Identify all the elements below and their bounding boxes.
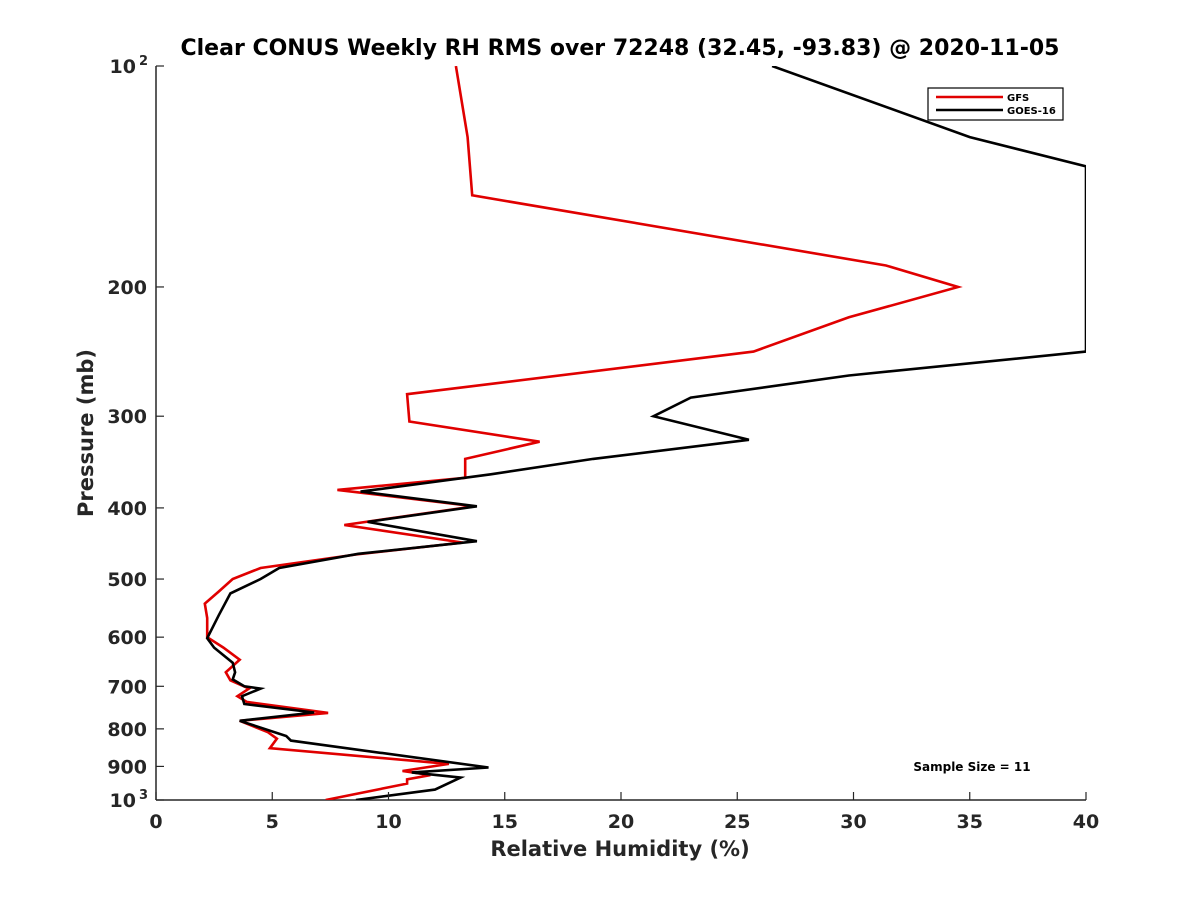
legend-label-gfs: GFS [1007,93,1029,104]
x-tick-label: 30 [840,811,866,833]
y-axis-title: Pressure (mb) [74,349,98,517]
x-tick-label: 35 [957,811,983,833]
y-tick-label: 10 [110,56,136,78]
y-tick-exponent: 2 [139,54,148,69]
x-tick-label: 40 [1073,811,1099,833]
x-tick-label: 5 [266,811,279,833]
series-line-goes16 [205,66,1086,800]
y-tick-label: 700 [107,676,147,698]
sample-size-annotation: Sample Size = 11 [913,760,1030,774]
y-tick-label: 200 [107,277,147,299]
series-line-gfs [203,66,963,800]
y-tick-label: 900 [107,756,147,778]
x-tick-label: 15 [492,811,518,833]
y-tick-label: 800 [107,719,147,741]
y-tick-label: 10 [110,790,136,812]
plot-frame [155,66,1086,801]
legend-label-goes16: GOES-16 [1007,106,1056,117]
y-tick-label: 300 [107,406,147,428]
x-tick-label: 10 [375,811,401,833]
chart-title: Clear CONUS Weekly RH RMS over 72248 (32… [181,36,1060,61]
y-tick-label: 400 [107,498,147,520]
y-tick-exponent: 3 [139,788,148,803]
x-tick-label: 25 [724,811,750,833]
y-tick-label: 600 [107,627,147,649]
x-tick-label: 0 [149,811,162,833]
legend: GFS GOES-16 [927,87,1064,121]
x-axis-title: Relative Humidity (%) [490,837,749,861]
x-tick-label: 20 [608,811,634,833]
y-tick-label: 500 [107,569,147,591]
series-layer [203,66,1086,800]
legend-box [927,87,1064,121]
